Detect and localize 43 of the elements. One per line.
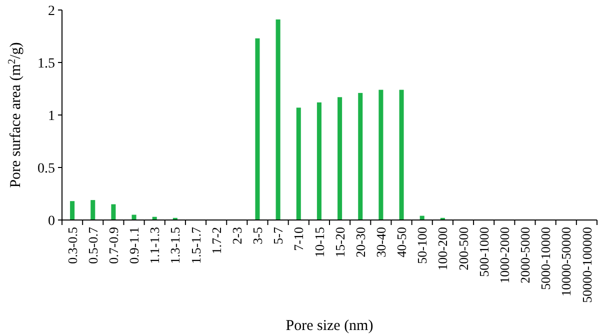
bar xyxy=(70,201,75,220)
x-tick-label: 50-100 xyxy=(414,227,430,264)
x-tick-label: 0.9-1.1 xyxy=(126,227,142,264)
bar xyxy=(276,19,280,220)
x-tick-label: 10000-50000 xyxy=(558,227,574,296)
x-tick-label: 5000-10000 xyxy=(538,227,554,290)
x-tick-label: 7-10 xyxy=(291,227,306,251)
x-tick-label: 200-500 xyxy=(456,227,471,270)
x-tick-label: 100-200 xyxy=(435,227,450,270)
y-tick-label: 2 xyxy=(48,4,55,19)
bar xyxy=(358,92,363,220)
bar xyxy=(316,102,322,220)
bar xyxy=(399,90,404,220)
x-tick-label: 2000-5000 xyxy=(518,227,533,284)
x-tick-label: 30-40 xyxy=(373,227,388,258)
y-tick-label: 0 xyxy=(48,214,55,229)
y-tick-label: 1.5 xyxy=(38,56,55,72)
x-tick-label: 500-1000 xyxy=(476,227,492,277)
y-tick-label: 1 xyxy=(48,108,55,124)
x-tick-label: 1.7-2 xyxy=(208,227,224,254)
x-tick-label: 0.5-0.7 xyxy=(85,226,100,264)
x-tick-label: 50000-100000 xyxy=(579,227,594,303)
x-tick-label: 20-30 xyxy=(352,227,368,258)
x-tick-label: 1.3-1.5 xyxy=(168,227,183,264)
x-tick-label: 0.3-0.5 xyxy=(64,227,80,264)
x-tick-label: 1000-2000 xyxy=(496,227,512,284)
bar xyxy=(90,200,96,220)
x-tick-label: 1.5-1.7 xyxy=(188,226,204,264)
x-tick-label: 10-15 xyxy=(312,227,327,258)
y-tick-label: 0.5 xyxy=(38,161,55,176)
bar xyxy=(338,97,342,220)
x-tick-label: 3-5 xyxy=(250,227,266,244)
x-tick-label: 15-20 xyxy=(332,227,348,258)
x-tick-label: 2-3 xyxy=(229,227,244,244)
x-tick-label: 40-50 xyxy=(394,227,410,258)
x-tick-label: 0.7-0.9 xyxy=(106,227,121,264)
bar xyxy=(296,108,301,220)
x-tick-label: 5-7 xyxy=(270,226,286,244)
bar xyxy=(255,38,260,220)
x-axis-title: Pore size (nm) xyxy=(286,318,374,334)
x-tick-label: 1.1-1.3 xyxy=(147,227,162,264)
bar xyxy=(111,204,116,220)
bar xyxy=(378,90,384,220)
